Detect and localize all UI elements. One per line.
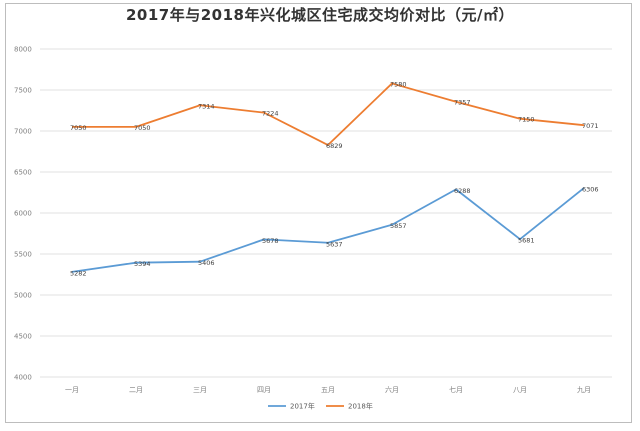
legend-label: 2017年 xyxy=(290,402,315,411)
data-label: 5394 xyxy=(134,260,151,268)
data-labels: 5282 5394 5406 5678 5637 5857 6288 5681 6306 7050… xyxy=(70,80,599,277)
series-lines xyxy=(71,82,585,273)
legend-label: 2018年 xyxy=(348,402,373,411)
y-tick-label: 6000 xyxy=(14,210,32,218)
data-label: 5637 xyxy=(326,240,343,248)
x-tick-label: 九月 xyxy=(577,385,591,394)
data-label: 5406 xyxy=(198,259,215,267)
x-tick-label: 八月 xyxy=(513,386,527,394)
x-tick-label: 五月 xyxy=(321,386,335,394)
data-label: 5681 xyxy=(518,237,535,245)
x-tick-label: 四月 xyxy=(257,386,271,394)
legend: 2017年 2018年 xyxy=(268,402,373,411)
y-tick-label: 4000 xyxy=(14,374,32,382)
data-label: 7357 xyxy=(454,99,471,107)
data-label: 5857 xyxy=(390,222,407,230)
x-tick-label: 二月 xyxy=(129,386,143,394)
x-tick-label: 三月 xyxy=(193,386,207,394)
data-label: 7314 xyxy=(198,102,215,110)
x-tick-label: 一月 xyxy=(65,386,79,394)
data-label: 7050 xyxy=(134,124,151,132)
y-axis-ticks: 4000 4500 5000 5500 6000 6500 7000 7500 8000 xyxy=(14,46,32,382)
data-label: 7224 xyxy=(262,110,279,118)
y-tick-label: 6500 xyxy=(14,169,32,177)
y-tick-label: 7000 xyxy=(14,128,32,136)
chart-title: 2017年与2018年兴化城区住宅成交均价对比（元/㎡） xyxy=(126,6,514,24)
y-tick-label: 7500 xyxy=(14,87,32,95)
data-label: 6288 xyxy=(454,187,471,195)
series-line-2017年 xyxy=(71,187,585,273)
data-label: 5282 xyxy=(70,269,87,277)
gridlines xyxy=(40,48,612,378)
data-label: 7150 xyxy=(518,116,535,124)
y-tick-label: 5000 xyxy=(14,292,32,300)
data-label: 7050 xyxy=(70,124,87,132)
series-line-2018年 xyxy=(72,82,585,146)
data-label: 7071 xyxy=(582,122,599,130)
x-tick-label: 六月 xyxy=(385,385,399,394)
data-label: 7580 xyxy=(390,80,407,88)
y-tick-label: 4500 xyxy=(14,333,32,341)
y-tick-label: 5500 xyxy=(14,251,32,259)
x-tick-label: 七月 xyxy=(449,385,463,394)
data-label: 6829 xyxy=(326,142,343,150)
y-tick-label: 8000 xyxy=(14,46,32,54)
x-axis-ticks: 一月 二月 三月 四月 五月 六月 七月 八月 九月 xyxy=(65,385,591,394)
data-label: 6306 xyxy=(582,185,599,193)
data-label: 5678 xyxy=(262,237,279,245)
